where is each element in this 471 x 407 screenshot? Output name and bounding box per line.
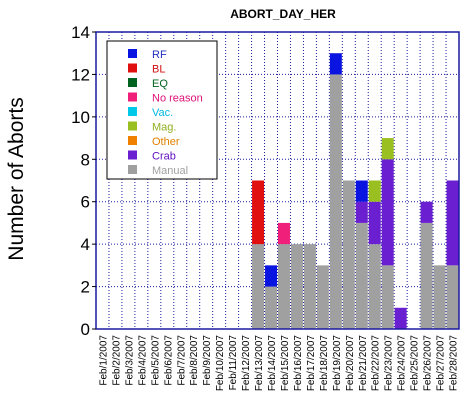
legend-label: EQ [152, 78, 168, 90]
bar-segment-manual [278, 244, 290, 329]
bar-segment-manual [381, 265, 394, 329]
x-tick-label: Feb/18/2007 [319, 335, 330, 392]
legend-swatch [128, 121, 137, 131]
bar-segment-manual [433, 265, 446, 329]
bar-segment-manual [420, 222, 433, 329]
bar-segment-crab [355, 201, 368, 223]
legend-swatch [128, 63, 137, 73]
plot-area-border [95, 31, 460, 330]
x-tick-label: Feb/2/2007 [111, 335, 122, 386]
y-tick-label: 10 [71, 108, 90, 127]
y-tick-label: 12 [71, 65, 90, 84]
bar-segment-manual [446, 265, 459, 329]
bar-segment-manual [290, 244, 303, 329]
x-tick-label: Feb/8/2007 [189, 335, 200, 386]
legend-label: BL [152, 64, 165, 76]
bar-segment-manual [252, 244, 265, 329]
bar-segment-no-reason [278, 222, 290, 245]
y-tick-label: 8 [81, 150, 90, 169]
bar-segment-crab [394, 307, 407, 329]
bar-segment-rf [355, 180, 368, 202]
legend-swatch [128, 107, 137, 116]
x-tick-label: Feb/7/2007 [176, 335, 187, 386]
legend-box [106, 40, 218, 180]
x-tick-label: Feb/17/2007 [306, 335, 317, 392]
x-tick-label: Feb/24/2007 [397, 335, 408, 392]
x-tick-label: Feb/16/2007 [293, 335, 304, 392]
bar-segment-manual [316, 265, 329, 329]
bar-segment-crab [381, 159, 394, 266]
x-tick-label: Feb/25/2007 [410, 335, 421, 392]
bar-segment-manual [342, 180, 355, 329]
y-tick-label: 4 [81, 235, 90, 254]
legend-swatch [128, 78, 137, 87]
bar-segment-mag- [368, 180, 381, 202]
x-tick-label: Feb/23/2007 [384, 335, 395, 392]
x-tick-label: Feb/13/2007 [254, 335, 265, 392]
legend-label: Other [152, 136, 180, 148]
x-tick-label: Feb/9/2007 [202, 335, 213, 386]
bar-segment-rf [329, 53, 342, 75]
x-tick-label: Feb/19/2007 [332, 335, 343, 392]
bar-segment-bl [252, 180, 265, 245]
x-tick-label: Feb/27/2007 [436, 335, 447, 392]
x-tick-labels: Feb/1/2007 Feb/2/2007 Feb/3/2007 Feb/4/2007… [98, 335, 459, 392]
legend-label: Crab [152, 151, 176, 163]
legend: RF BL EQ No reason Vac. Mag. Other Crab Manual [106, 40, 218, 180]
bar-segment-crab [446, 180, 459, 266]
x-tick-label: Feb/5/2007 [150, 335, 161, 386]
legend-swatch [128, 49, 137, 58]
x-tick-label: Feb/28/2007 [449, 335, 460, 392]
legend-label: Mag. [152, 122, 176, 134]
bar-segment-rf [265, 265, 277, 287]
y-axis-label: Number of Aborts [5, 97, 28, 260]
x-tick-label: Feb/11/2007 [228, 335, 239, 391]
y-tick-label: 0 [81, 320, 90, 339]
x-tick-label: Feb/20/2007 [345, 335, 356, 392]
legend-label: Vac. [152, 107, 173, 119]
x-tick-label: Feb/12/2007 [241, 335, 252, 392]
x-tick-label: Feb/21/2007 [358, 335, 369, 392]
bar-segment-manual [265, 286, 277, 329]
y-tick-label: 6 [81, 193, 90, 212]
legend-label: No reason [152, 93, 203, 105]
bar-segment-crab [420, 201, 433, 223]
x-tick-label: Feb/14/2007 [267, 335, 278, 392]
x-tick-label: Feb/6/2007 [163, 335, 174, 386]
legend-swatch [128, 150, 137, 160]
x-tick-label: Feb/4/2007 [137, 335, 148, 386]
bar-segment-manual [303, 244, 316, 329]
legend-swatch [128, 92, 137, 102]
bar-segment-manual [329, 74, 342, 329]
plot-frame [95, 31, 460, 330]
bars [252, 53, 459, 329]
x-tick-label: Feb/22/2007 [371, 335, 382, 392]
bar-segment-manual [355, 222, 368, 329]
x-tick-label: Feb/26/2007 [423, 335, 434, 392]
chart-title: ABORT_DAY_HER [230, 7, 336, 21]
x-tick-label: Feb/15/2007 [280, 335, 291, 392]
y-tick-label: 14 [71, 23, 90, 42]
x-tick-label: Feb/1/2007 [98, 335, 109, 386]
legend-label: Manual [152, 165, 188, 177]
bar-segment-mag- [381, 138, 394, 160]
bar-segment-crab [368, 201, 381, 245]
bar-segment-manual [368, 244, 381, 329]
y-tick-labels: 0 2 4 6 8 10 12 14 [71, 23, 96, 339]
x-tick-label: Feb/10/2007 [215, 335, 226, 392]
x-tick-label: Feb/3/2007 [124, 335, 135, 386]
legend-swatch [128, 165, 137, 174]
legend-label: RF [152, 49, 167, 61]
legend-swatch [128, 136, 137, 145]
y-tick-label: 2 [81, 278, 90, 297]
